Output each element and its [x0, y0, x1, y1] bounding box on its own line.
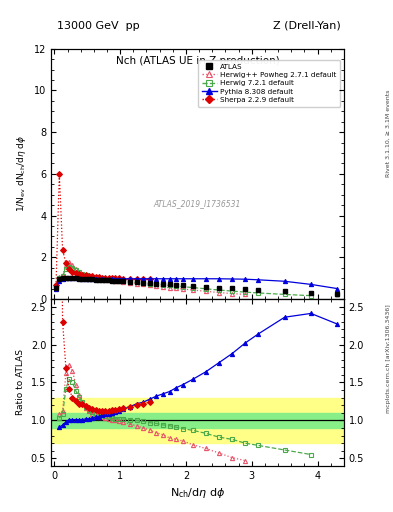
Legend: ATLAS, Herwig++ Powheg 2.7.1 default, Herwig 7.2.1 default, Pythia 8.308 default: ATLAS, Herwig++ Powheg 2.7.1 default, He… [198, 60, 340, 106]
Text: Z (Drell-Yan): Z (Drell-Yan) [274, 20, 341, 31]
Text: 13000 GeV  pp: 13000 GeV pp [57, 20, 140, 31]
Text: Nch (ATLAS UE in Z production): Nch (ATLAS UE in Z production) [116, 56, 279, 66]
X-axis label: N$_\mathrm{ch}$/d$\eta$ d$\phi$: N$_\mathrm{ch}$/d$\eta$ d$\phi$ [170, 486, 225, 500]
Text: mcplots.cern.ch [arXiv:1306.3436]: mcplots.cern.ch [arXiv:1306.3436] [386, 304, 391, 413]
Text: Rivet 3.1.10, ≥ 3.1M events: Rivet 3.1.10, ≥ 3.1M events [386, 90, 391, 177]
Y-axis label: Ratio to ATLAS: Ratio to ATLAS [16, 350, 25, 415]
Y-axis label: 1/N$_\mathrm{ev}$ dN$_\mathrm{ch}$/d$\eta$ d$\phi$: 1/N$_\mathrm{ev}$ dN$_\mathrm{ch}$/d$\et… [15, 135, 28, 212]
Text: ATLAS_2019_I1736531: ATLAS_2019_I1736531 [154, 199, 241, 208]
